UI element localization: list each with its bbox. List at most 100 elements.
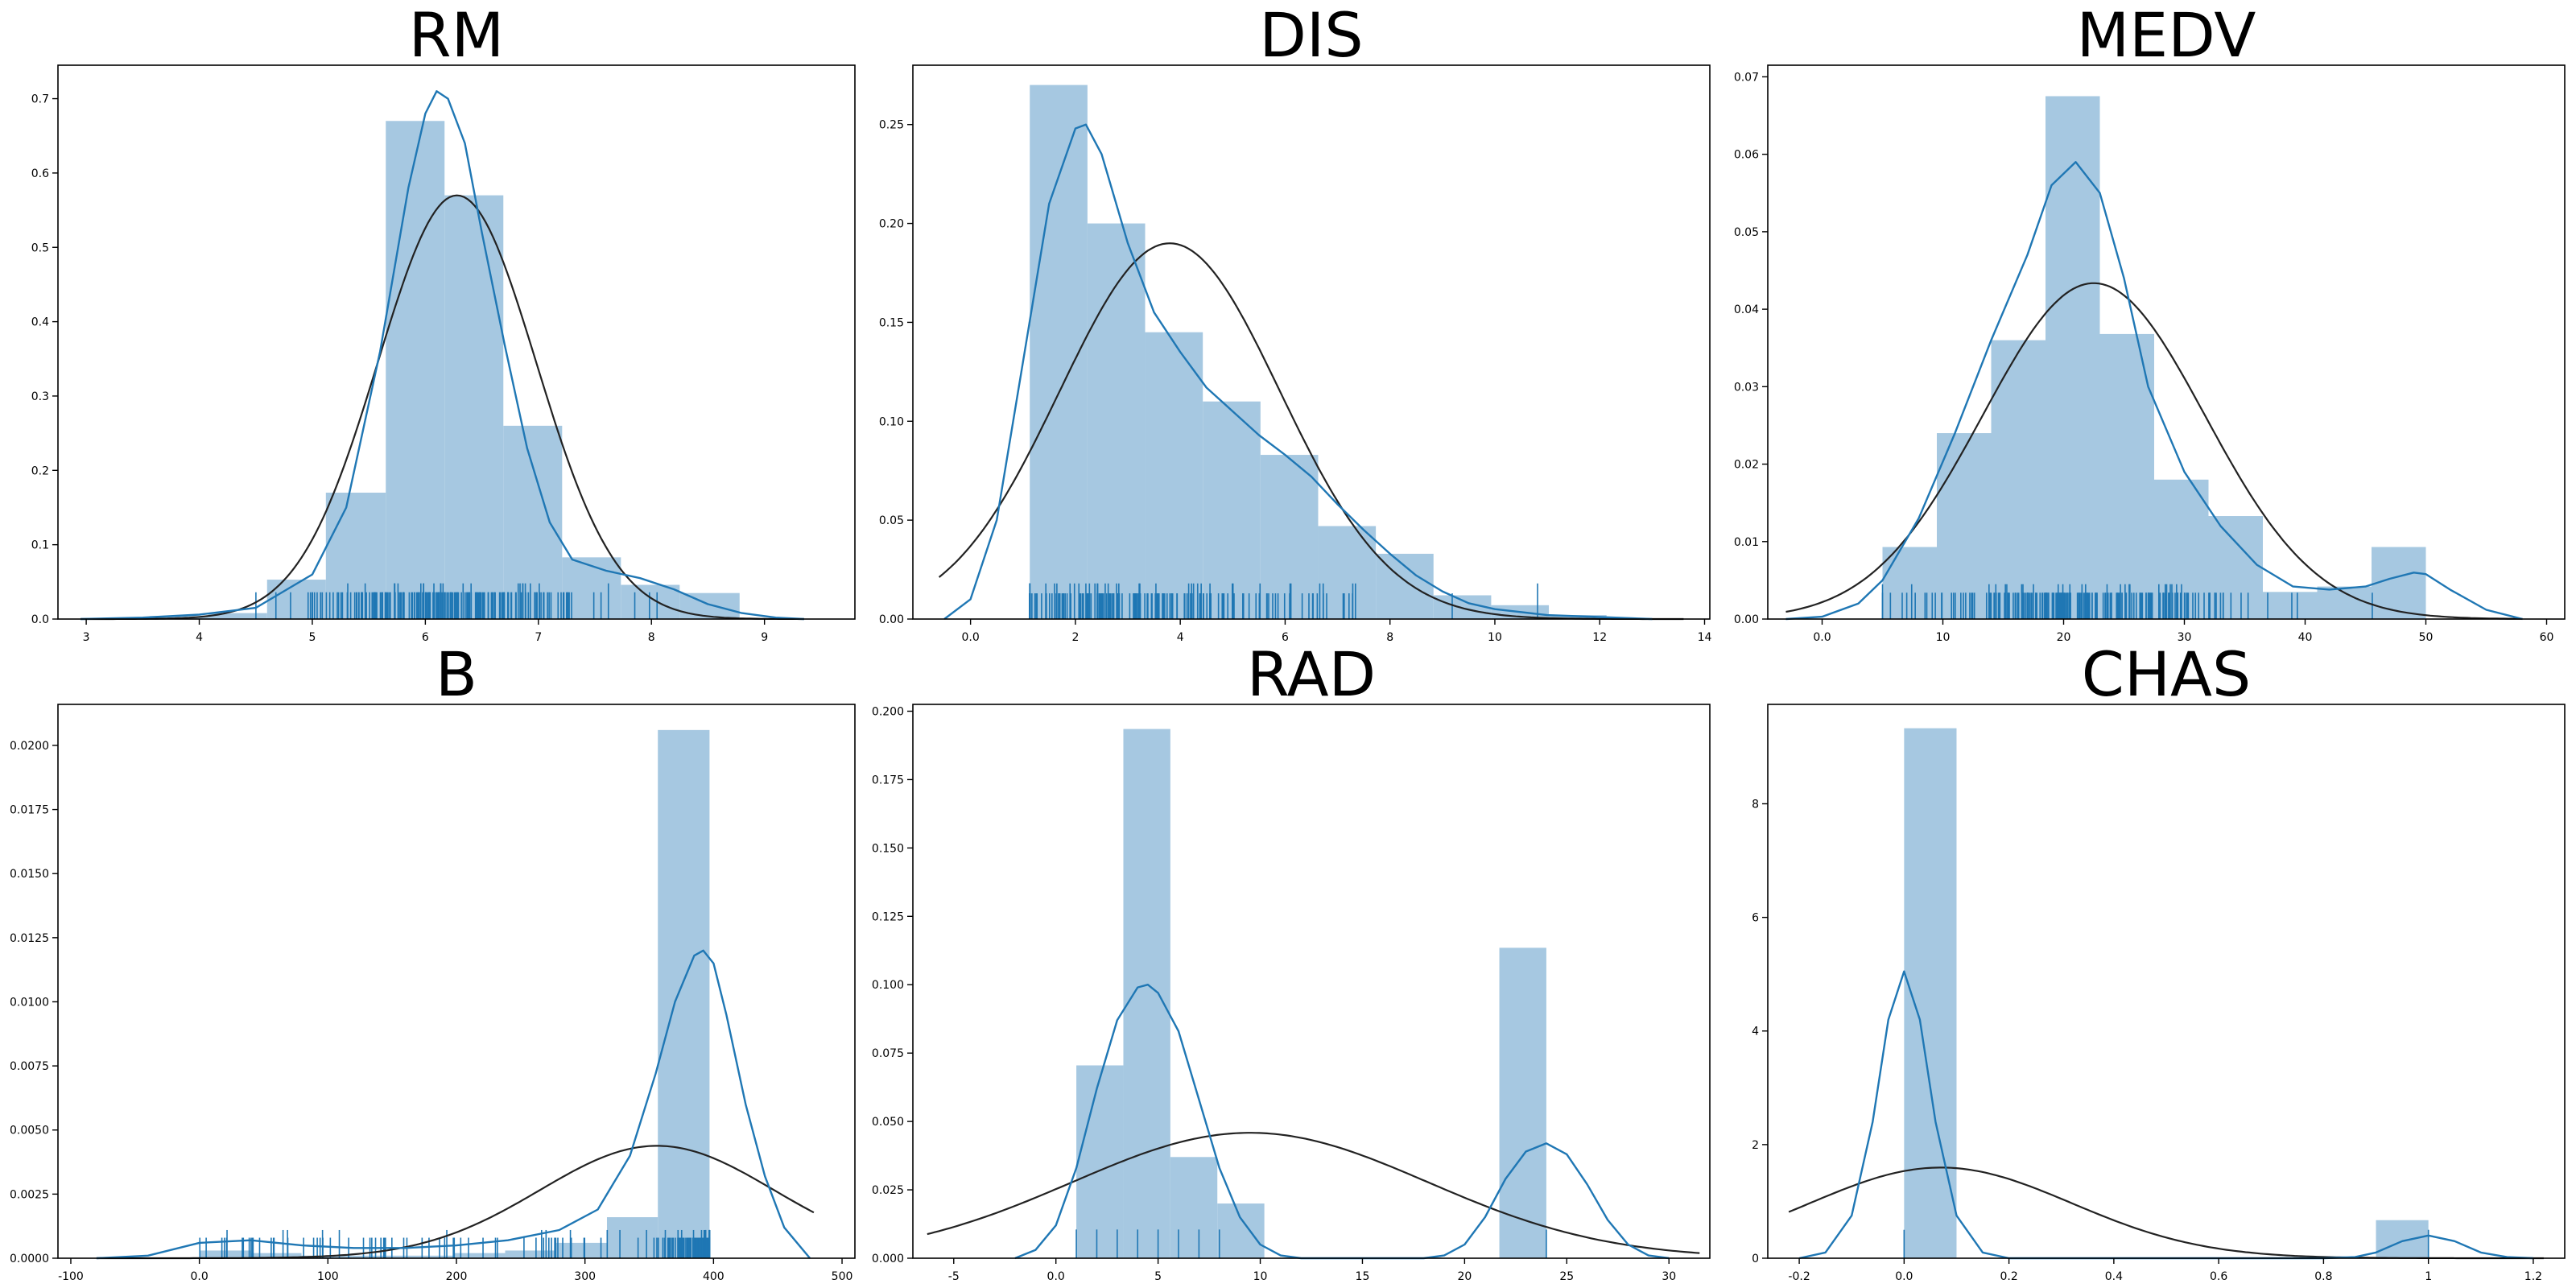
y-tick-label: 0.05 bbox=[1734, 226, 1759, 239]
hist-bar bbox=[1087, 223, 1146, 619]
panel-medv: 0.0 10 20 30 40 50 600.000.010.020.030.040.050… bbox=[1734, 64, 2566, 644]
hist-bar bbox=[1937, 433, 1992, 619]
y-tick-label: 8 bbox=[1752, 798, 1759, 811]
kde-curve-b bbox=[96, 949, 811, 1260]
hist-bar bbox=[1076, 1065, 1124, 1258]
panel-rm: 3 4 5 6 7 8 9 0.0 0.1 0.2 0.3 0.4 0.5 0.6 0.7 bbox=[31, 64, 856, 644]
rug-b bbox=[199, 1229, 711, 1258]
x-tick-label: 200 bbox=[446, 1270, 468, 1283]
hist-bar bbox=[386, 121, 445, 620]
x-tick-label: 2 bbox=[1071, 631, 1079, 644]
hist-bar bbox=[1260, 455, 1319, 619]
x-tick-label: -0.2 bbox=[1788, 1270, 1810, 1283]
x-tick-label: 5 bbox=[308, 631, 316, 644]
hist-bar bbox=[1203, 401, 1261, 619]
rug-chas bbox=[1903, 1229, 2429, 1258]
y-tick-label: 0.01 bbox=[1734, 536, 1759, 549]
x-tick-label: 30 bbox=[1662, 1270, 1676, 1283]
hist-bar bbox=[2317, 586, 2372, 619]
hist-bar bbox=[679, 592, 740, 619]
histogram-chas bbox=[1904, 728, 2429, 1258]
x-tick-label: 0.0 bbox=[1895, 1270, 1913, 1283]
axes-frame-chas bbox=[1767, 704, 2566, 1259]
x-tick-label: 20 bbox=[2057, 631, 2071, 644]
x-axis-medv: 0.0 10 20 30 40 50 60 bbox=[1813, 619, 2553, 644]
normal-fit-curve-dis bbox=[938, 242, 1684, 621]
panel-title-chas: CHAS bbox=[2081, 638, 2252, 710]
x-tick-label: 0.0 bbox=[1813, 631, 1831, 644]
x-tick-label: 10 bbox=[1936, 631, 1951, 644]
hist-bar bbox=[250, 1253, 302, 1258]
hist-bar bbox=[1170, 1157, 1218, 1258]
hist-bar bbox=[1145, 332, 1203, 619]
y-tick-label: 0.06 bbox=[1734, 149, 1759, 162]
x-tick-label: 400 bbox=[703, 1270, 724, 1283]
normal-fit-curve-rm bbox=[80, 194, 804, 621]
y-tick-label: 0.0175 bbox=[10, 804, 49, 817]
x-tick-label: 14 bbox=[1698, 631, 1712, 644]
y-tick-label: 0.150 bbox=[872, 842, 904, 855]
panel-title-dis: DIS bbox=[1259, 0, 1364, 71]
hist-bar bbox=[1882, 547, 1937, 619]
y-tick-label: 0.050 bbox=[872, 1116, 904, 1129]
y-tick-label: 0.04 bbox=[1734, 303, 1759, 316]
y-tick-label: 0.0 bbox=[31, 613, 49, 626]
x-tick-label: 100 bbox=[317, 1270, 339, 1283]
y-tick-label: 0.7 bbox=[31, 93, 49, 106]
hist-bar bbox=[200, 1250, 251, 1258]
x-tick-label: 0.6 bbox=[2210, 1270, 2227, 1283]
x-tick-label: 10 bbox=[1488, 631, 1502, 644]
y-tick-label: 0.03 bbox=[1734, 381, 1759, 394]
y-tick-label: 0.100 bbox=[872, 979, 904, 992]
x-tick-label: -100 bbox=[58, 1270, 84, 1283]
x-tick-label: 0.0 bbox=[1047, 1270, 1065, 1283]
x-tick-label: 5 bbox=[1154, 1270, 1162, 1283]
x-tick-label: 30 bbox=[2178, 631, 2192, 644]
y-tick-label: 0.20 bbox=[879, 218, 904, 231]
y-axis-dis: 0.00 0.05 0.10 0.15 0.20 0.25 bbox=[879, 119, 913, 626]
x-tick-label: 3 bbox=[83, 631, 90, 644]
y-tick-label: 2 bbox=[1752, 1139, 1759, 1152]
y-tick-label: 0.075 bbox=[872, 1047, 904, 1060]
y-tick-label: 0.0050 bbox=[10, 1125, 49, 1137]
rug-rad bbox=[1075, 1229, 1547, 1258]
hist-bar bbox=[2208, 516, 2263, 619]
x-axis-rm: 3 4 5 6 7 8 9 bbox=[83, 619, 768, 644]
hist-bar bbox=[2263, 592, 2318, 619]
x-tick-label: 9 bbox=[761, 631, 768, 644]
y-tick-label: 0.025 bbox=[872, 1184, 904, 1197]
hist-bar bbox=[2046, 96, 2100, 620]
normal-fit-curve-rad bbox=[927, 1132, 1700, 1254]
axes-frame-medv bbox=[1767, 64, 2566, 620]
y-tick-label: 0.2 bbox=[31, 464, 49, 477]
y-tick-label: 4 bbox=[1752, 1026, 1759, 1038]
x-tick-label: 1.2 bbox=[2524, 1270, 2542, 1283]
x-tick-label: 6 bbox=[422, 631, 429, 644]
y-tick-label: 0.0025 bbox=[10, 1188, 49, 1201]
x-axis-b: -100 0.0 100 200 300 400 500 bbox=[58, 1258, 852, 1283]
hist-bar bbox=[1217, 1203, 1265, 1258]
y-tick-label: 0.15 bbox=[879, 316, 904, 329]
hist-bar bbox=[658, 729, 710, 1258]
y-tick-label: 0.0125 bbox=[10, 932, 49, 945]
rug-medv bbox=[1881, 584, 2373, 619]
x-tick-label: 40 bbox=[2298, 631, 2313, 644]
x-tick-label: 0.0 bbox=[962, 631, 980, 644]
kde-curve-chas bbox=[1798, 970, 2533, 1260]
y-tick-label: 0.25 bbox=[879, 119, 904, 132]
histogram-medv bbox=[1882, 96, 2426, 620]
panel-b: -100 0.0 100 200 300 400 5000.00000.00250.0050… bbox=[10, 704, 856, 1283]
panel-dis: 0.0 2 4 6 8 10 12 14 0.00 0.05 0.10 0.15 0.20 0.25 bbox=[879, 64, 1712, 644]
hist-bar bbox=[1499, 947, 1546, 1258]
x-tick-label: 0.2 bbox=[2000, 1270, 2017, 1283]
axes-frame-rad bbox=[912, 704, 1711, 1259]
x-tick-label: 8 bbox=[1386, 631, 1393, 644]
y-tick-label: 0.07 bbox=[1734, 71, 1759, 84]
y-tick-label: 0.0000 bbox=[10, 1253, 49, 1265]
hist-bar bbox=[2099, 333, 2154, 619]
x-tick-label: 1 bbox=[2425, 1270, 2432, 1283]
panel-title-rm: RM bbox=[408, 0, 505, 71]
panel-title-rad: RAD bbox=[1246, 638, 1377, 710]
